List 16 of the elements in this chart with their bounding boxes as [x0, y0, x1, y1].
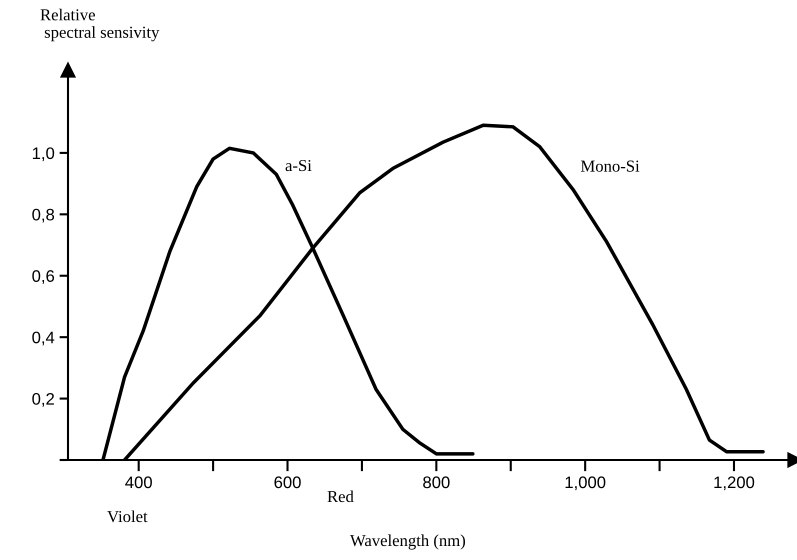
y-axis-title: Relative spectral sensivity [40, 8, 160, 42]
x-tick-label: 400 [125, 476, 152, 488]
x-tick-label: 800 [423, 476, 450, 488]
x-tick-label: 1,200 [714, 476, 754, 490]
y-tick-label: 0,4 [32, 332, 54, 346]
series-label: Mono-Si [580, 160, 640, 172]
y-tick-label: 0,2 [32, 392, 54, 407]
text: Red [327, 490, 354, 502]
x-axis-title: Wavelength (nm) [350, 534, 466, 550]
y-tick-label: 1,0 [32, 147, 54, 162]
text: Violet [107, 510, 148, 522]
y-tick-label: 0,8 [32, 208, 54, 223]
series-label: a-Si [286, 160, 312, 172]
y-tick-label: 0,6 [32, 270, 54, 284]
x-tick-label: 1,000 [566, 476, 606, 490]
x-tick-label: 600 [274, 476, 301, 488]
